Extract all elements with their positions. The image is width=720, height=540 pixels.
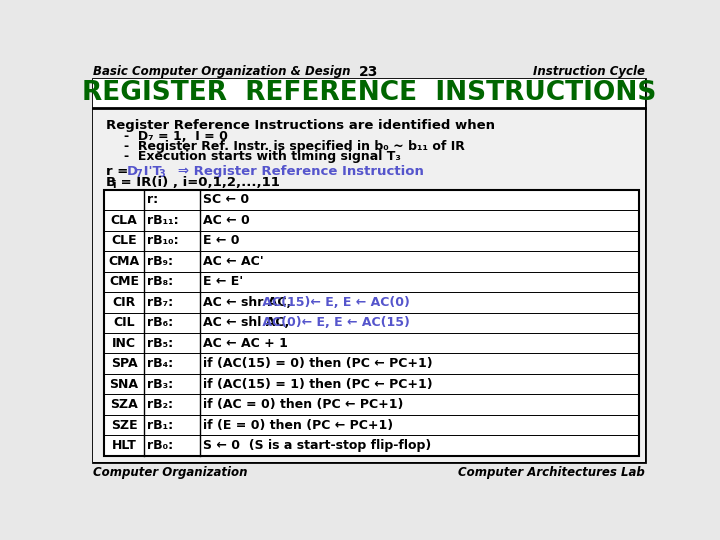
Text: E ← E': E ← E' <box>203 275 243 288</box>
Text: rB₀:: rB₀: <box>148 439 174 452</box>
Text: AC ← shl AC,: AC ← shl AC, <box>203 316 289 329</box>
Text: AC ← 0: AC ← 0 <box>203 214 250 227</box>
Text: = IR(i) , i=0,1,2,...,11: = IR(i) , i=0,1,2,...,11 <box>116 176 279 188</box>
Text: E ← 0: E ← 0 <box>203 234 240 247</box>
Text: Instruction Cycle: Instruction Cycle <box>533 65 645 78</box>
Text: AC ← AC + 1: AC ← AC + 1 <box>203 337 288 350</box>
Text: SC ← 0: SC ← 0 <box>203 193 249 206</box>
Text: r =: r = <box>106 165 132 178</box>
Text: SNA: SNA <box>109 378 138 391</box>
Text: rB₉:: rB₉: <box>148 255 174 268</box>
Text: rB₆:: rB₆: <box>148 316 174 329</box>
Text: rB₁₁:: rB₁₁: <box>148 214 179 227</box>
Text: i: i <box>112 179 116 190</box>
Text: rB₈:: rB₈: <box>148 275 174 288</box>
Text: if (E = 0) then (PC ← PC+1): if (E = 0) then (PC ← PC+1) <box>203 418 393 431</box>
Text: AC ← shr AC,: AC ← shr AC, <box>203 296 292 309</box>
Text: rB₁₀:: rB₁₀: <box>148 234 179 247</box>
Bar <box>104 190 639 456</box>
Text: if (AC(15) = 1) then (PC ← PC+1): if (AC(15) = 1) then (PC ← PC+1) <box>203 378 433 391</box>
Text: rB₃:: rB₃: <box>148 378 174 391</box>
Text: HLT: HLT <box>112 439 137 452</box>
Text: INC: INC <box>112 337 136 350</box>
Text: rB₅:: rB₅: <box>148 337 174 350</box>
Text: I'T: I'T <box>139 165 161 178</box>
Text: 3: 3 <box>158 168 165 179</box>
Text: Register Reference Instructions are identified when: Register Reference Instructions are iden… <box>106 119 495 132</box>
Text: B: B <box>106 176 116 188</box>
Text: AC ← AC': AC ← AC' <box>203 255 264 268</box>
Text: 7: 7 <box>135 168 142 179</box>
Text: AC(15)← E, E ← AC(0): AC(15)← E, E ← AC(0) <box>258 296 410 309</box>
Text: Computer Architectures Lab: Computer Architectures Lab <box>458 467 645 480</box>
Text: ⇒ Register Reference Instruction: ⇒ Register Reference Instruction <box>163 165 423 178</box>
Text: CLA: CLA <box>111 214 138 227</box>
Text: -  D₇ = 1,  I = 0: - D₇ = 1, I = 0 <box>124 130 228 143</box>
Text: REGISTER  REFERENCE  INSTRUCTIONS: REGISTER REFERENCE INSTRUCTIONS <box>82 80 656 106</box>
Bar <box>93 79 645 108</box>
Text: r:: r: <box>148 193 158 206</box>
Text: D: D <box>127 165 138 178</box>
Text: rB₂:: rB₂: <box>148 398 174 411</box>
Text: CLE: CLE <box>112 234 137 247</box>
Text: AC(0)← E, E ← AC(15): AC(0)← E, E ← AC(15) <box>258 316 410 329</box>
Text: SPA: SPA <box>111 357 138 370</box>
Text: if (AC(15) = 0) then (PC ← PC+1): if (AC(15) = 0) then (PC ← PC+1) <box>203 357 433 370</box>
Text: -  Register Ref. Instr. is specified in b₀ ~ b₁₁ of IR: - Register Ref. Instr. is specified in b… <box>124 140 465 153</box>
Text: rB₁:: rB₁: <box>148 418 174 431</box>
Text: S ← 0  (S is a start-stop flip-flop): S ← 0 (S is a start-stop flip-flop) <box>203 439 431 452</box>
Text: CMA: CMA <box>109 255 140 268</box>
Text: -  Execution starts with timing signal T₃: - Execution starts with timing signal T₃ <box>124 150 401 163</box>
Text: CIL: CIL <box>113 316 135 329</box>
Text: SZE: SZE <box>111 418 138 431</box>
Text: CIR: CIR <box>112 296 136 309</box>
Text: Computer Organization: Computer Organization <box>93 467 248 480</box>
Text: rB₄:: rB₄: <box>148 357 174 370</box>
Text: rB₇:: rB₇: <box>148 296 174 309</box>
Text: Basic Computer Organization & Design: Basic Computer Organization & Design <box>93 65 351 78</box>
Text: CME: CME <box>109 275 139 288</box>
Text: SZA: SZA <box>110 398 138 411</box>
Text: if (AC = 0) then (PC ← PC+1): if (AC = 0) then (PC ← PC+1) <box>203 398 403 411</box>
Text: 23: 23 <box>359 65 379 79</box>
Bar <box>93 108 645 462</box>
